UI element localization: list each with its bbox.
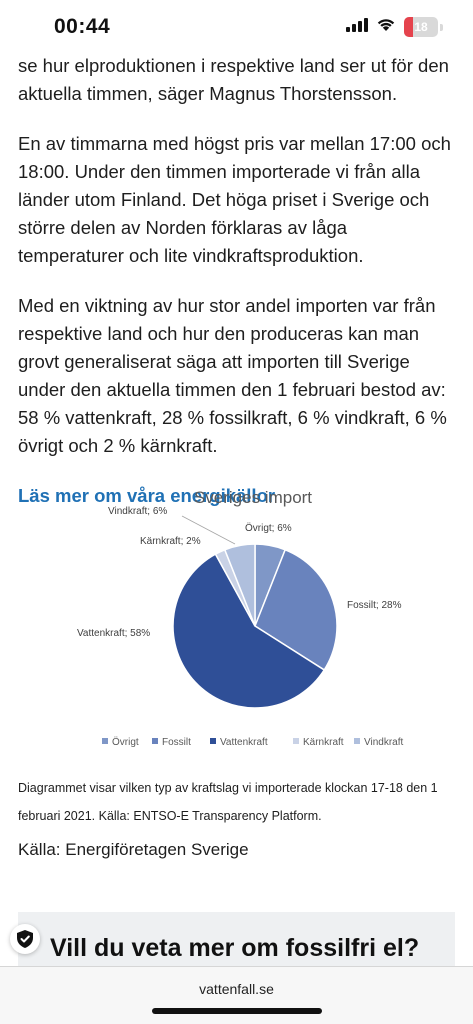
article-paragraph: En av timmarna med högst pris var mellan… [18,133,451,266]
slice-label: Vattenkraft; 58% [77,628,150,639]
status-bar: 00:44 18 [0,0,473,52]
article-paragraph: se hur elproduktionen i respektive land … [18,55,449,104]
legend-label: Kärnkraft [303,737,344,748]
pie-slice-vattenkraft [172,553,326,709]
battery-body: 18 [404,17,438,37]
pie-slice-fossilt [254,548,338,671]
chart-caption: Diagrammet visar vilken typ av kraftslag… [18,781,438,823]
legend-swatch [210,738,216,744]
source-text: Källa: Energiföretagen Sverige [18,840,249,859]
pie-slice-vindkraft [223,543,256,627]
legend-swatch [152,738,158,744]
wifi-icon [376,17,396,37]
pie-chart-svg: Sveriges import Övrigt; 6% Fossilt; 28% Vat… [77,488,404,748]
legend-label: Vattenkraft [220,737,268,748]
legend-label: Övrigt [112,736,139,748]
chart-title: Sveriges import [194,488,312,507]
legend-swatch [102,738,108,744]
url-text[interactable]: vattenfall.se [199,981,274,997]
slice-label: Kärnkraft; 2% [140,536,201,547]
article-paragraph: Med en viktning av hur stor andel import… [18,295,447,456]
leader-line [181,515,236,545]
browser-url-bar[interactable]: vattenfall.se [0,966,473,1024]
legend-label: Vindkraft [364,737,404,748]
status-time: 00:44 [54,15,111,38]
promo-box[interactable]: Vill du veta mer om fossilfri el? [18,912,455,972]
battery-level: 18 [414,20,428,34]
home-indicator[interactable] [152,1008,322,1014]
legend-label: Fossilt [162,737,191,748]
shield-check-icon[interactable] [10,924,40,954]
battery-icon: 18 [404,17,443,37]
slice-label: Övrigt; 6% [245,522,292,534]
legend-swatch [293,738,299,744]
slice-label: Vindkraft; 6% [108,506,167,517]
status-icons: 18 [346,15,443,39]
article-body: se hur elproduktionen i respektive land … [18,52,458,510]
signal-icon [346,17,368,37]
import-pie-chart: Sveriges import Övrigt; 6% Fossilt; 28% Vat… [70,476,430,756]
read-more-link[interactable]: Läs mer om våra energikällor [18,485,276,506]
slice-label: Fossilt; 28% [347,600,402,611]
promo-title: Vill du veta mer om fossilfri el? [50,934,420,962]
legend-swatch [354,738,360,744]
